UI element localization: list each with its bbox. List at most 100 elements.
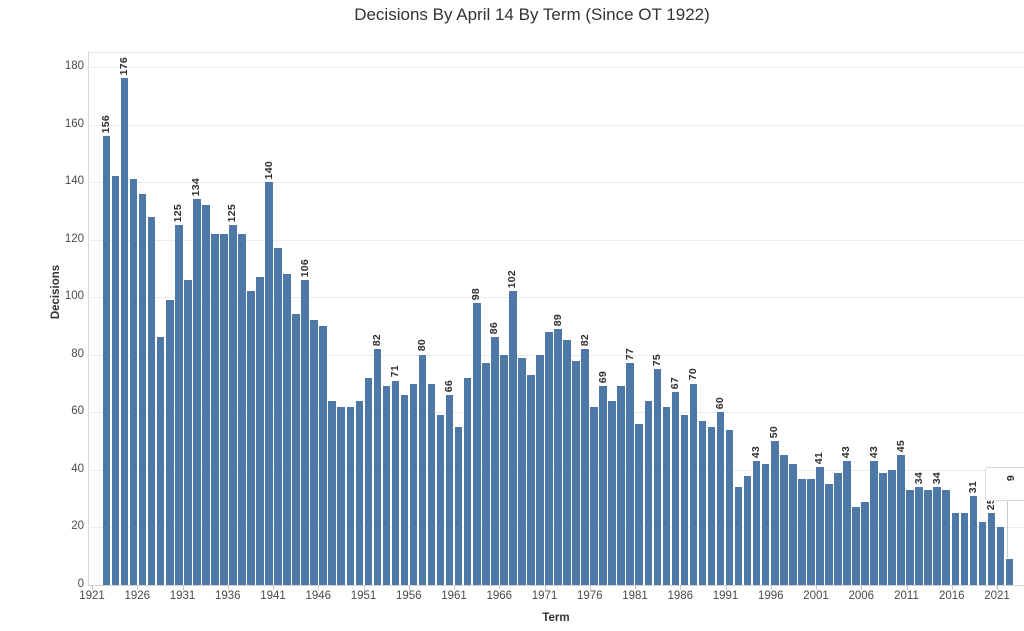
bar-1985[interactable] [671,392,680,585]
bar-1955[interactable] [400,395,409,585]
bar-2002[interactable] [825,484,833,585]
bar-1969[interactable] [527,374,535,585]
bar-1953[interactable] [382,386,391,585]
bar-1925[interactable] [129,179,138,585]
bar-2001[interactable] [816,467,824,585]
bar-1958[interactable] [427,383,436,585]
bar-2007[interactable] [870,461,878,585]
bar-1990[interactable] [716,412,725,585]
bar-1981[interactable] [635,423,644,585]
bar-1995[interactable] [761,464,770,585]
bar-1964[interactable] [481,363,490,585]
bar-1947[interactable] [328,400,337,585]
bar-1946[interactable] [319,325,327,585]
bar-1930[interactable] [174,225,183,585]
bar-1926[interactable] [138,193,147,585]
bar-1987[interactable] [689,383,698,585]
bar-1984[interactable] [662,406,671,585]
bar-1957[interactable] [418,354,427,585]
bar-1960[interactable] [445,395,454,585]
bar-2021[interactable] [996,527,1005,585]
bar-1945[interactable] [310,320,318,585]
bar-1992[interactable] [734,487,743,585]
bar-1956[interactable] [409,383,418,585]
bar-1940[interactable] [265,182,273,585]
bar-1967[interactable] [509,291,517,585]
bar-2004[interactable] [843,461,851,585]
bar-1929[interactable] [165,300,174,585]
bar-1939[interactable] [256,277,264,585]
bar-1998[interactable] [788,464,797,585]
bar-1938[interactable] [247,291,255,585]
bar-1932[interactable] [193,199,201,585]
bar-1997[interactable] [779,455,788,585]
bar-1943[interactable] [292,314,300,585]
bar-2008[interactable] [879,472,887,585]
bar-1936[interactable] [229,225,237,585]
bar-2018[interactable] [969,495,978,585]
bar-1979[interactable] [617,386,625,585]
bar-2013[interactable] [924,490,933,585]
bar-2015[interactable] [942,490,951,585]
bar-1986[interactable] [680,415,689,585]
bar-2006[interactable] [861,501,869,585]
bar-1977[interactable] [599,386,607,585]
bar-1966[interactable] [500,354,508,585]
bar-1963[interactable] [472,302,481,585]
bar-1935[interactable] [220,233,228,585]
bar-1976[interactable] [590,406,598,585]
bar-1934[interactable] [211,233,219,585]
bar-2019[interactable] [978,521,987,585]
bar-2020[interactable] [987,513,996,585]
bar-1942[interactable] [283,274,291,585]
bar-2011[interactable] [906,490,914,585]
bar-1994[interactable] [752,461,761,585]
bar-1971[interactable] [545,331,553,585]
bar-2010[interactable] [897,455,905,585]
bar-1975[interactable] [581,349,589,585]
bar-1941[interactable] [274,248,282,585]
bar-1948[interactable] [337,406,346,585]
bar-1973[interactable] [563,340,571,585]
bar-1927[interactable] [147,216,156,585]
bar-1928[interactable] [156,337,165,585]
bar-1951[interactable] [364,377,373,585]
bar-1950[interactable] [355,400,364,585]
bar-1924[interactable] [120,78,129,585]
bar-1968[interactable] [518,357,526,585]
bar-1949[interactable] [346,406,355,585]
bar-1922[interactable] [102,136,111,585]
bar-1954[interactable] [391,380,400,585]
bar-1923[interactable] [111,176,120,585]
bar-1931[interactable] [183,279,192,585]
bar-1961[interactable] [454,426,463,585]
bar-1965[interactable] [490,337,499,585]
bar-2005[interactable] [852,507,860,585]
bar-2012[interactable] [915,487,923,585]
bar-1972[interactable] [554,328,562,585]
bar-2022[interactable] [1005,559,1014,585]
bar-1962[interactable] [463,377,472,585]
bar-1944[interactable] [301,279,309,585]
bar-1983[interactable] [653,369,662,585]
bar-1980[interactable] [626,363,635,585]
bar-1933[interactable] [202,205,210,585]
bar-1999[interactable] [798,478,806,585]
bar-1996[interactable] [770,441,779,585]
bar-1989[interactable] [707,426,716,585]
bar-2003[interactable] [834,472,842,585]
bar-2017[interactable] [960,513,969,585]
bar-1991[interactable] [725,429,734,585]
bar-1988[interactable] [698,420,707,585]
bar-1970[interactable] [536,354,544,585]
bar-1978[interactable] [608,400,616,585]
bar-1982[interactable] [644,400,653,585]
bar-2000[interactable] [807,478,815,585]
bar-1993[interactable] [743,475,752,585]
bar-2016[interactable] [951,513,960,585]
bar-2014[interactable] [933,487,942,585]
bar-1974[interactable] [572,360,580,585]
bar-1959[interactable] [436,415,445,585]
bar-1952[interactable] [373,349,382,585]
bar-2009[interactable] [888,469,896,585]
